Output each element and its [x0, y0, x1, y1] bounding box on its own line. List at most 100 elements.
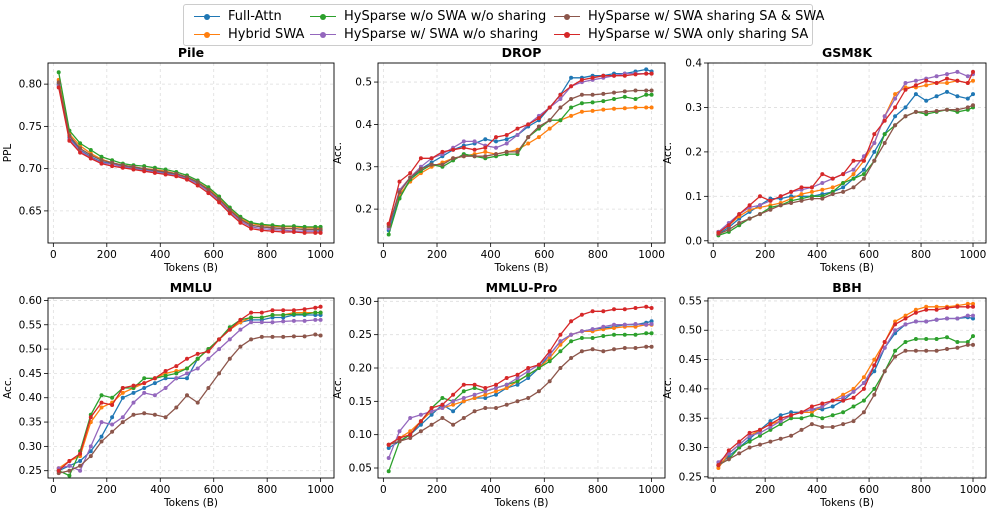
data-point: [747, 439, 752, 444]
data-point: [440, 402, 445, 407]
data-point: [590, 347, 595, 352]
data-point: [56, 80, 61, 85]
data-point: [934, 317, 939, 322]
data-point: [955, 345, 960, 350]
chart-title: MMLU-Pro: [486, 280, 558, 295]
data-point: [120, 415, 125, 420]
data-point: [515, 149, 520, 154]
data-point: [934, 304, 939, 309]
y-tick-label: 0.40: [679, 383, 702, 395]
data-point: [861, 176, 866, 181]
data-point: [397, 196, 402, 201]
data-point: [799, 185, 804, 190]
legend-item-hysparse-w-swa-wo-sharing: HySparse w/ SWA w/o sharing: [310, 27, 538, 42]
data-point: [67, 463, 72, 468]
data-point: [494, 135, 498, 140]
y-tick-label: 0.65: [19, 205, 42, 217]
data-point: [872, 132, 877, 137]
data-point: [934, 307, 939, 312]
x-tick-label: 600: [534, 484, 554, 496]
data-point: [238, 344, 243, 349]
data-point: [861, 381, 866, 385]
data-point: [461, 389, 466, 394]
data-point: [851, 386, 856, 391]
data-point: [965, 96, 970, 101]
y-tick-label: 0.30: [19, 441, 42, 453]
data-point: [716, 463, 721, 468]
data-point: [270, 225, 275, 230]
axes-frame: [377, 297, 666, 479]
data-point: [789, 433, 794, 438]
data-point: [882, 369, 887, 374]
x-tick-label: 400: [150, 484, 170, 496]
data-point: [809, 404, 814, 409]
data-point: [120, 386, 125, 390]
data-point: [259, 310, 264, 315]
data-point: [726, 227, 731, 232]
data-point: [934, 109, 939, 113]
data-point: [281, 334, 286, 339]
chart-bbh: 0 200 400 600 800 1000 0.25 0.30 0.35 0.40 0.45 0.5…: [662, 280, 987, 509]
data-point: [142, 169, 147, 174]
x-tick-label: 200: [427, 484, 447, 496]
data-point: [536, 362, 541, 367]
data-point: [504, 376, 509, 380]
data-point: [903, 81, 908, 85]
data-point: [318, 333, 323, 338]
x-tick-label: 1000: [960, 249, 987, 261]
data-point: [408, 171, 413, 176]
data-point: [281, 313, 286, 317]
data-point: [418, 419, 423, 424]
data-point: [809, 196, 814, 201]
x-axis-label: Tokens (B): [493, 497, 548, 509]
data-point: [569, 113, 574, 118]
data-point: [579, 101, 584, 106]
legend-label: Full-Attn: [228, 9, 282, 24]
data-point: [649, 71, 654, 76]
chart-title: GSM8K: [822, 45, 873, 60]
data-point: [644, 105, 649, 110]
x-tick-label: 200: [755, 249, 775, 261]
data-point: [809, 407, 814, 412]
data-point: [504, 402, 509, 407]
legend-item-hysparse-w-swa-only-sharing-sa: HySparse w/ SWA only sharing SA: [554, 27, 808, 42]
data-point: [291, 334, 296, 339]
data-point: [270, 229, 275, 234]
data-point: [601, 334, 606, 338]
data-point: [451, 422, 456, 427]
data-point: [747, 436, 752, 441]
data-point: [569, 356, 574, 360]
data-point: [633, 306, 638, 310]
data-point: [590, 92, 595, 97]
data-point: [195, 183, 200, 188]
data-point: [841, 185, 846, 190]
data-point: [110, 160, 115, 165]
data-point: [830, 404, 835, 409]
data-point: [882, 118, 887, 123]
data-point: [318, 317, 323, 322]
y-tick-label: 0.30: [679, 442, 702, 454]
data-point: [88, 148, 93, 152]
data-point: [820, 196, 825, 201]
data-point: [747, 216, 752, 221]
data-point: [820, 404, 825, 409]
data-point: [429, 409, 434, 414]
data-point: [851, 167, 856, 172]
chart-mmlu-pro: 0 200 400 600 800 1000 0.05 0.10 0.15 0.20 0.25 0.3…: [332, 280, 666, 509]
data-point: [955, 69, 960, 74]
data-point: [386, 442, 391, 447]
data-point: [142, 381, 147, 386]
data-point: [259, 228, 264, 233]
x-tick-label: 1000: [307, 484, 334, 496]
data-point: [313, 310, 318, 315]
data-point: [313, 230, 318, 235]
data-point: [227, 208, 232, 212]
data-point: [851, 404, 856, 409]
data-point: [644, 322, 649, 327]
data-point: [249, 320, 254, 325]
data-point: [227, 211, 232, 216]
data-point: [270, 308, 275, 313]
data-point: [547, 379, 552, 384]
legend: Full-Attn Hybrid SWA HySparse w/o SWA w/…: [183, 4, 824, 46]
